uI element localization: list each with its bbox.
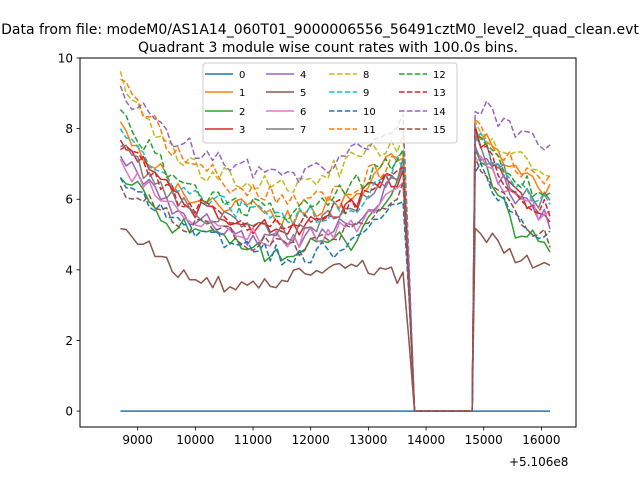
legend-label-14: 14 <box>433 107 446 118</box>
legend-label-5: 5 <box>300 88 306 99</box>
y-tick-label: 8 <box>65 122 73 136</box>
legend-label-10: 10 <box>363 107 376 118</box>
legend-frame <box>202 62 458 144</box>
y-tick-label: 2 <box>65 334 73 348</box>
legend-label-6: 6 <box>300 107 306 118</box>
series-line-12 <box>119 108 551 412</box>
y-tick-label: 0 <box>65 405 73 419</box>
legend-label-0: 0 <box>239 70 245 81</box>
series-line-13 <box>120 125 551 412</box>
series-line-14 <box>119 85 551 412</box>
y-axis: 0 2 4 6 8 10 <box>58 52 80 419</box>
x-tick-label: 14000 <box>407 433 445 447</box>
y-tick-label: 10 <box>58 52 73 66</box>
y-tick-label: 6 <box>65 193 73 207</box>
legend-label-2: 2 <box>239 107 245 118</box>
chart-title: Quadrant 3 module wise count rates with … <box>138 40 518 56</box>
plot-lines <box>119 71 551 412</box>
x-tick-label: 16000 <box>522 433 560 447</box>
legend-label-8: 8 <box>363 70 369 81</box>
x-tick-label: 15000 <box>465 433 503 447</box>
legend-label-9: 9 <box>363 88 369 99</box>
legend-label-4: 4 <box>300 70 306 81</box>
x-axis: 9000 10000 11000 12000 13000 14000 15000 16000 <box>122 427 560 447</box>
axes-spines <box>79 57 577 428</box>
series-line-5 <box>120 227 551 412</box>
series-line-11 <box>120 78 551 412</box>
figure-suptitle: Data from file: modeM0/AS1A14_060T01_900… <box>1 22 639 38</box>
legend-label-1: 1 <box>239 88 245 99</box>
y-tick-label: 4 <box>65 263 73 277</box>
series-line-8 <box>119 71 551 412</box>
x-tick-label: 9000 <box>122 433 153 447</box>
axes-frame <box>79 57 577 428</box>
x-offset-label: +5.106e8 <box>509 455 568 469</box>
x-tick-label: 12000 <box>292 433 330 447</box>
x-tick-label: 13000 <box>349 433 387 447</box>
legend-label-3: 3 <box>239 125 245 136</box>
legend-label-13: 13 <box>433 88 446 99</box>
x-tick-label: 10000 <box>176 433 214 447</box>
x-tick-label: 11000 <box>234 433 272 447</box>
series-line-7 <box>120 133 551 412</box>
legend-label-7: 7 <box>300 125 306 136</box>
legend-label-11: 11 <box>363 125 376 136</box>
series-line-6 <box>119 155 551 412</box>
series-line-10 <box>119 162 551 412</box>
legend-label-15: 15 <box>433 125 446 136</box>
legend-label-12: 12 <box>433 70 446 81</box>
series-line-15 <box>119 155 551 412</box>
